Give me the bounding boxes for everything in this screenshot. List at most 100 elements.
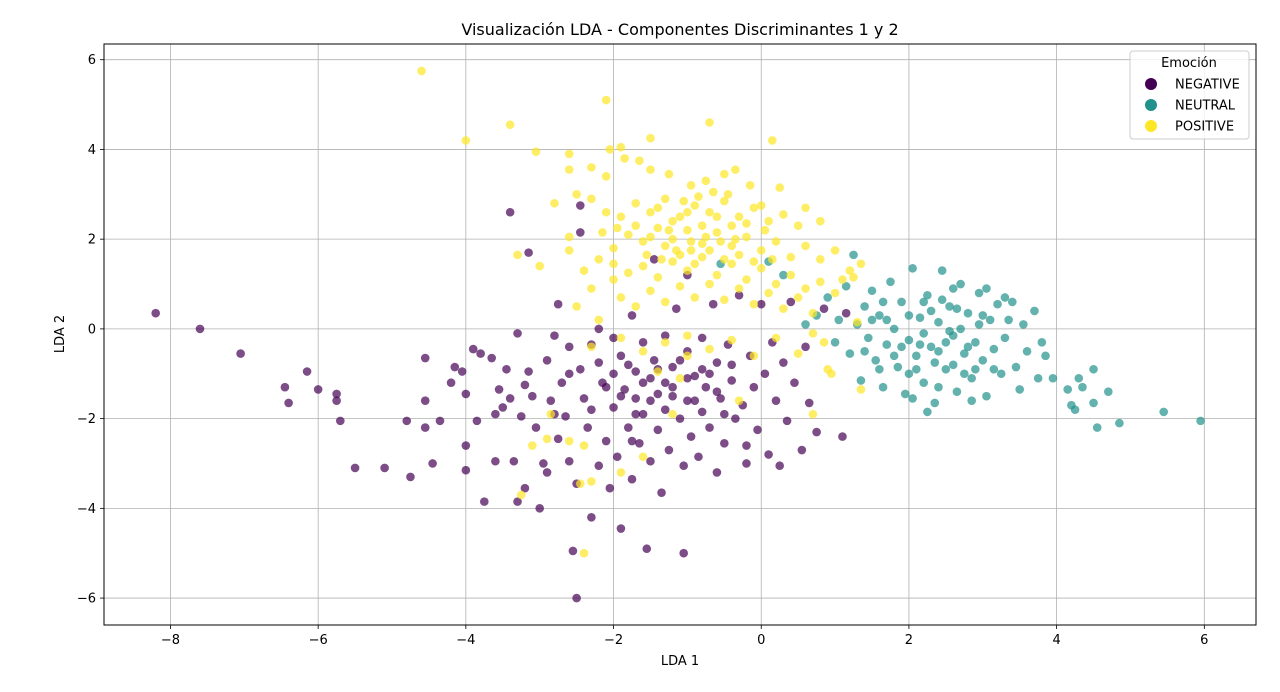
data-point	[749, 382, 759, 392]
data-point	[601, 95, 611, 105]
data-point	[690, 371, 700, 381]
data-point	[461, 136, 471, 145]
data-point	[587, 284, 596, 293]
data-point	[786, 252, 796, 262]
series-negative	[151, 201, 851, 603]
data-point	[816, 216, 825, 226]
data-point	[686, 246, 696, 255]
data-point	[1070, 405, 1080, 414]
data-point	[996, 369, 1006, 379]
data-point	[649, 255, 659, 264]
data-point	[860, 347, 869, 356]
data-point	[417, 66, 426, 76]
data-point	[668, 362, 677, 372]
data-point	[420, 353, 430, 363]
data-point	[594, 461, 604, 471]
data-point	[587, 513, 596, 522]
data-point	[660, 405, 670, 414]
data-point	[712, 468, 722, 477]
data-point	[974, 320, 984, 329]
data-point	[731, 165, 740, 174]
x-axis-ticks: −8 −6 −4 −2 0 2 4 6	[161, 625, 1208, 648]
data-point	[849, 272, 858, 282]
data-point	[756, 299, 766, 309]
data-point	[624, 230, 633, 239]
data-point	[723, 189, 733, 199]
data-points	[151, 66, 1205, 603]
data-point	[646, 232, 655, 242]
data-point	[638, 261, 648, 271]
data-point	[967, 373, 976, 383]
data-point	[686, 432, 696, 441]
data-point	[734, 212, 744, 222]
data-point	[668, 216, 677, 226]
data-point	[435, 416, 445, 426]
data-point	[683, 266, 692, 275]
data-point	[1022, 347, 1032, 356]
data-point	[528, 441, 537, 450]
legend-marker-positive	[1145, 120, 1157, 132]
data-point	[531, 147, 541, 156]
data-point	[697, 252, 707, 262]
data-point	[461, 441, 471, 450]
data-point	[771, 237, 781, 246]
data-point	[779, 210, 788, 219]
data-point	[609, 243, 618, 253]
data-point	[672, 246, 681, 255]
data-point	[919, 297, 928, 307]
data-point	[457, 367, 467, 376]
data-point	[904, 311, 914, 320]
data-point	[830, 288, 840, 298]
data-point	[653, 223, 663, 233]
data-point	[720, 196, 729, 206]
data-point	[553, 434, 563, 444]
grid-lines	[104, 44, 1256, 625]
data-point	[945, 326, 954, 336]
data-point	[712, 228, 722, 237]
y-tick-label: −2	[77, 412, 96, 427]
data-point	[594, 315, 604, 325]
data-point	[952, 387, 962, 397]
data-point	[668, 409, 677, 419]
data-point	[856, 376, 866, 385]
data-point	[974, 288, 984, 298]
data-point	[790, 378, 799, 388]
data-point	[897, 297, 906, 307]
data-point	[513, 497, 522, 506]
data-point	[756, 201, 766, 210]
data-point	[564, 232, 574, 242]
data-point	[420, 423, 430, 432]
data-point	[697, 407, 707, 417]
data-point	[841, 308, 851, 318]
data-point	[664, 225, 674, 235]
data-point	[956, 279, 965, 289]
data-point	[812, 427, 821, 437]
data-point	[520, 483, 530, 493]
data-point	[971, 364, 980, 374]
data-point	[572, 593, 581, 603]
data-point	[771, 333, 781, 343]
data-point	[660, 297, 670, 307]
legend-box	[1129, 50, 1250, 140]
data-point	[624, 268, 633, 278]
data-point	[948, 284, 958, 293]
data-point	[620, 385, 629, 394]
data-point	[609, 333, 618, 343]
data-point	[816, 277, 825, 287]
data-point	[450, 362, 460, 372]
data-point	[808, 329, 818, 338]
y-tick-label: 4	[88, 143, 96, 158]
data-point	[686, 181, 696, 190]
data-point	[668, 257, 677, 266]
data-point	[564, 149, 574, 159]
data-point	[598, 228, 607, 237]
data-point	[1196, 416, 1205, 426]
data-point	[572, 189, 581, 199]
data-point	[764, 288, 773, 298]
data-point	[804, 398, 814, 408]
x-tick-label: −8	[161, 633, 180, 648]
data-point	[609, 275, 618, 284]
data-point	[912, 351, 921, 361]
data-point	[683, 207, 692, 217]
